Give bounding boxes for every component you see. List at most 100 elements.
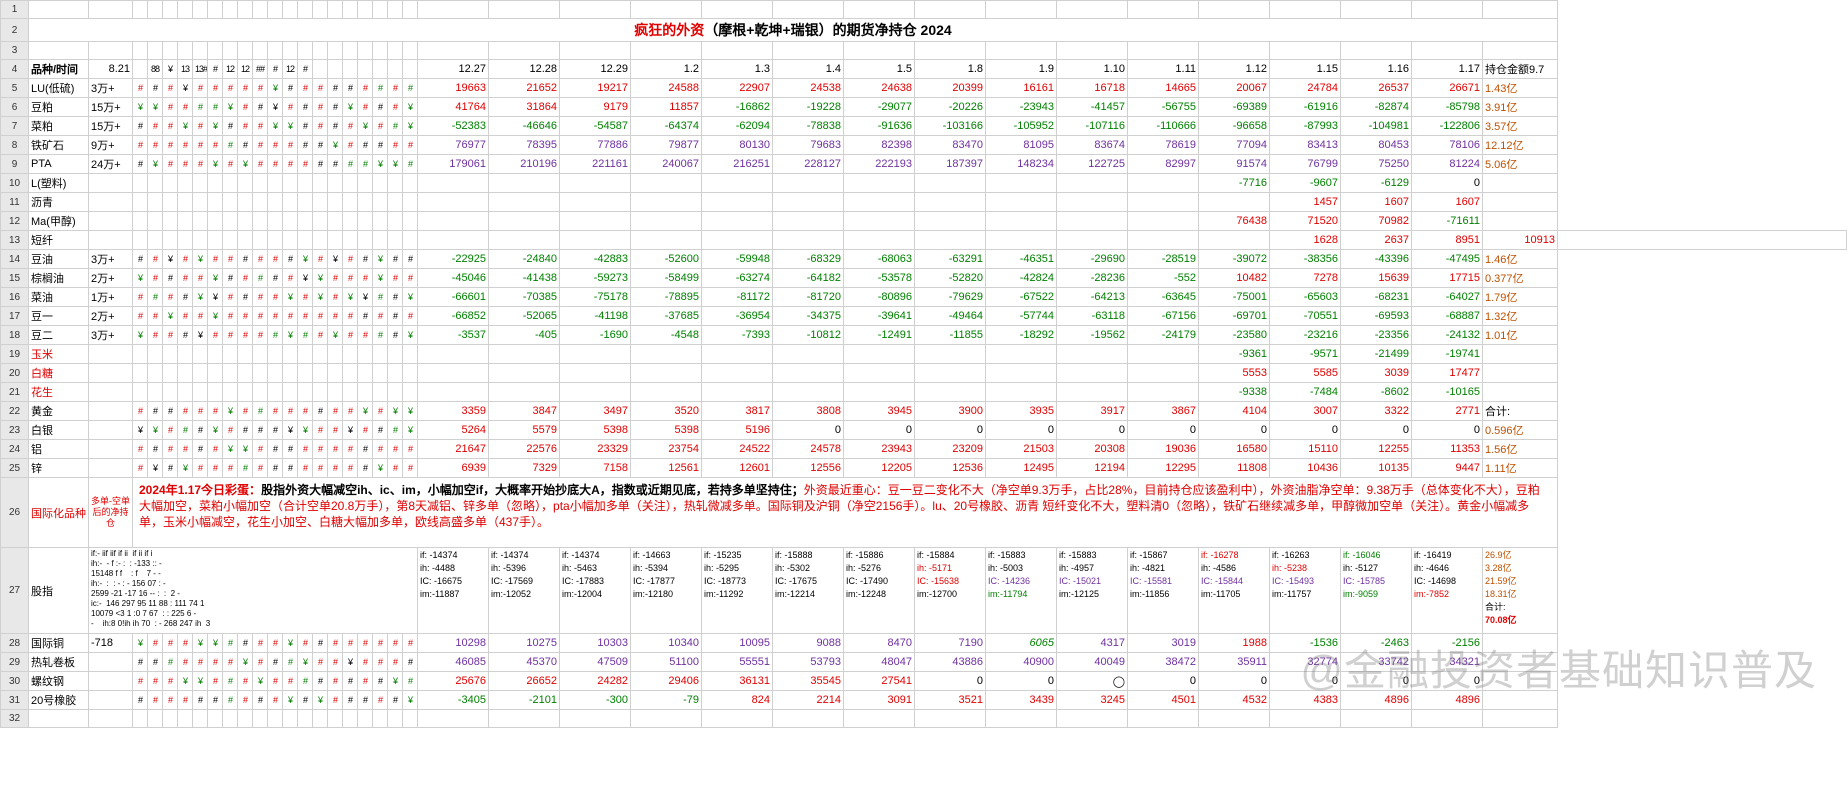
data-cell[interactable]: 26652	[489, 672, 560, 691]
data-cell[interactable]	[986, 174, 1057, 193]
overflow-cell[interactable]: #	[163, 402, 178, 421]
data-cell[interactable]	[631, 174, 702, 193]
data-cell[interactable]: -552	[1128, 269, 1199, 288]
overflow-cell[interactable]: #	[358, 250, 373, 269]
data-cell[interactable]	[986, 364, 1057, 383]
data-cell[interactable]	[773, 193, 844, 212]
overflow-cell[interactable]: #	[253, 653, 268, 672]
overflow-cell[interactable]: ¥	[343, 421, 358, 440]
overflow-cell[interactable]: #	[223, 307, 238, 326]
col-header-narrow[interactable]	[343, 60, 358, 79]
overflow-cell[interactable]: #	[358, 79, 373, 98]
data-cell[interactable]: -24840	[489, 250, 560, 269]
overflow-cell[interactable]: ¥	[283, 634, 298, 653]
overflow-cell[interactable]: #	[238, 79, 253, 98]
overflow-cell[interactable]: #	[238, 421, 253, 440]
data-cell[interactable]	[1128, 364, 1199, 383]
overflow-cell[interactable]: #	[313, 672, 328, 691]
amount-cell[interactable]: 12.12亿	[1483, 136, 1558, 155]
data-cell[interactable]	[560, 364, 631, 383]
overflow-cell[interactable]: #	[328, 402, 343, 421]
overflow-cell[interactable]	[328, 345, 343, 364]
overflow-cell[interactable]	[373, 193, 388, 212]
data-cell[interactable]: 36131	[702, 672, 773, 691]
row-header[interactable]: 31	[1, 691, 29, 710]
row-header[interactable]: 6	[1, 98, 29, 117]
overflow-cell[interactable]: #	[253, 459, 268, 478]
data-cell[interactable]: -64213	[1057, 288, 1128, 307]
overflow-cell[interactable]	[388, 345, 403, 364]
overflow-cell[interactable]	[163, 383, 178, 402]
overflow-cell[interactable]: #	[388, 288, 403, 307]
row-header[interactable]: 30	[1, 672, 29, 691]
row-header[interactable]: 18	[1, 326, 29, 345]
overflow-cell[interactable]: #	[133, 672, 148, 691]
overflow-cell[interactable]: #	[238, 117, 253, 136]
row-header[interactable]: 3	[1, 42, 29, 60]
overflow-cell[interactable]: ¥	[193, 288, 208, 307]
overflow-cell[interactable]	[283, 212, 298, 231]
cell[interactable]: 15万+	[89, 117, 133, 136]
overflow-cell[interactable]: #	[298, 691, 313, 710]
overflow-cell[interactable]: #	[343, 326, 358, 345]
variety-name[interactable]: 棕榈油	[29, 269, 89, 288]
data-cell[interactable]: 83413	[1270, 136, 1341, 155]
col-header-narrow[interactable]: #	[268, 60, 283, 79]
overflow-cell[interactable]: #	[373, 634, 388, 653]
data-cell[interactable]: -23216	[1270, 326, 1341, 345]
overflow-cell[interactable]: #	[148, 136, 163, 155]
date-header[interactable]: 12.27	[418, 60, 489, 79]
amount-cell[interactable]: 1.43亿	[1483, 79, 1558, 98]
overflow-cell[interactable]: ¥	[178, 459, 193, 478]
overflow-cell[interactable]: #	[403, 250, 418, 269]
overflow-cell[interactable]: ¥	[298, 421, 313, 440]
overflow-cell[interactable]: ¥	[283, 117, 298, 136]
overflow-cell[interactable]: #	[208, 402, 223, 421]
overflow-cell[interactable]: ¥	[133, 98, 148, 117]
col-header-narrow[interactable]	[373, 60, 388, 79]
data-cell[interactable]	[773, 231, 844, 250]
overflow-cell[interactable]: #	[193, 79, 208, 98]
data-cell[interactable]: -21499	[1341, 345, 1412, 364]
row-header[interactable]: 15	[1, 269, 29, 288]
variety-name[interactable]: 玉米	[29, 345, 89, 364]
overflow-cell[interactable]: ¥	[403, 117, 418, 136]
overflow-cell[interactable]: #	[178, 402, 193, 421]
overflow-cell[interactable]	[178, 212, 193, 231]
overflow-cell[interactable]: #	[373, 672, 388, 691]
data-cell[interactable]: -104981	[1341, 117, 1412, 136]
data-cell[interactable]: 0	[1199, 421, 1270, 440]
overflow-cell[interactable]: #	[223, 691, 238, 710]
overflow-cell[interactable]: #	[238, 402, 253, 421]
data-cell[interactable]: 0	[1412, 421, 1483, 440]
data-cell[interactable]	[1057, 193, 1128, 212]
data-cell[interactable]: -78895	[631, 288, 702, 307]
data-cell[interactable]: 47509	[560, 653, 631, 672]
data-cell[interactable]	[418, 364, 489, 383]
data-cell[interactable]: 9447	[1412, 459, 1483, 478]
overflow-cell[interactable]: #	[253, 250, 268, 269]
overflow-cell[interactable]	[223, 193, 238, 212]
data-cell[interactable]: -6129	[1341, 174, 1412, 193]
overflow-cell[interactable]	[343, 193, 358, 212]
overflow-cell[interactable]: #	[208, 653, 223, 672]
overflow-cell[interactable]	[253, 231, 268, 250]
data-cell[interactable]: 4532	[1199, 691, 1270, 710]
data-cell[interactable]: -87993	[1270, 117, 1341, 136]
data-cell[interactable]: 222193	[844, 155, 915, 174]
variety-name[interactable]: 铝	[29, 440, 89, 459]
overflow-cell[interactable]: #	[253, 440, 268, 459]
overflow-cell[interactable]: #	[193, 402, 208, 421]
overflow-cell[interactable]: ¥	[208, 117, 223, 136]
overflow-cell[interactable]	[358, 345, 373, 364]
overflow-cell[interactable]	[148, 364, 163, 383]
data-cell[interactable]: 24578	[773, 440, 844, 459]
variety-name[interactable]: 20号橡胶	[29, 691, 89, 710]
data-cell[interactable]: -10812	[773, 326, 844, 345]
data-cell[interactable]: 5264	[418, 421, 489, 440]
overflow-cell[interactable]: #	[298, 136, 313, 155]
data-cell[interactable]	[489, 383, 560, 402]
data-cell[interactable]: 35545	[773, 672, 844, 691]
overflow-cell[interactable]: ¥	[148, 155, 163, 174]
data-cell[interactable]: -75001	[1199, 288, 1270, 307]
